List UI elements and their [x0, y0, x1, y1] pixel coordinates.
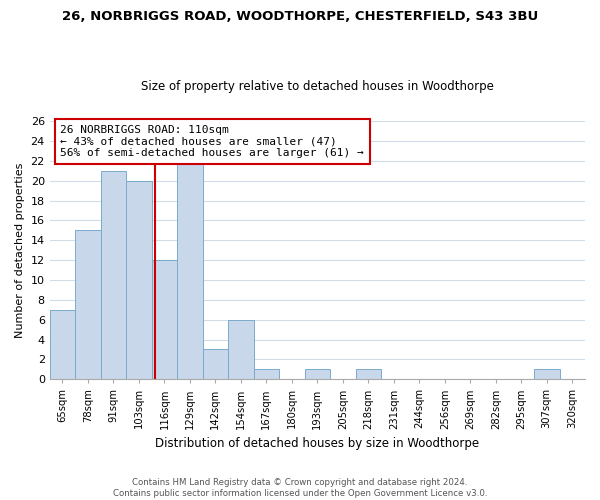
- Bar: [534, 370, 560, 380]
- Bar: [50, 310, 75, 380]
- Title: Size of property relative to detached houses in Woodthorpe: Size of property relative to detached ho…: [141, 80, 494, 94]
- Text: 26 NORBRIGGS ROAD: 110sqm
← 43% of detached houses are smaller (47)
56% of semi-: 26 NORBRIGGS ROAD: 110sqm ← 43% of detac…: [61, 125, 364, 158]
- Text: Contains HM Land Registry data © Crown copyright and database right 2024.
Contai: Contains HM Land Registry data © Crown c…: [113, 478, 487, 498]
- Bar: [177, 161, 203, 380]
- Bar: [101, 170, 126, 380]
- Bar: [228, 320, 254, 380]
- Y-axis label: Number of detached properties: Number of detached properties: [15, 162, 25, 338]
- Bar: [126, 180, 152, 380]
- Bar: [152, 260, 177, 380]
- Bar: [254, 370, 279, 380]
- Bar: [356, 370, 381, 380]
- Text: 26, NORBRIGGS ROAD, WOODTHORPE, CHESTERFIELD, S43 3BU: 26, NORBRIGGS ROAD, WOODTHORPE, CHESTERF…: [62, 10, 538, 23]
- Bar: [75, 230, 101, 380]
- Bar: [305, 370, 330, 380]
- Bar: [203, 350, 228, 380]
- X-axis label: Distribution of detached houses by size in Woodthorpe: Distribution of detached houses by size …: [155, 437, 479, 450]
